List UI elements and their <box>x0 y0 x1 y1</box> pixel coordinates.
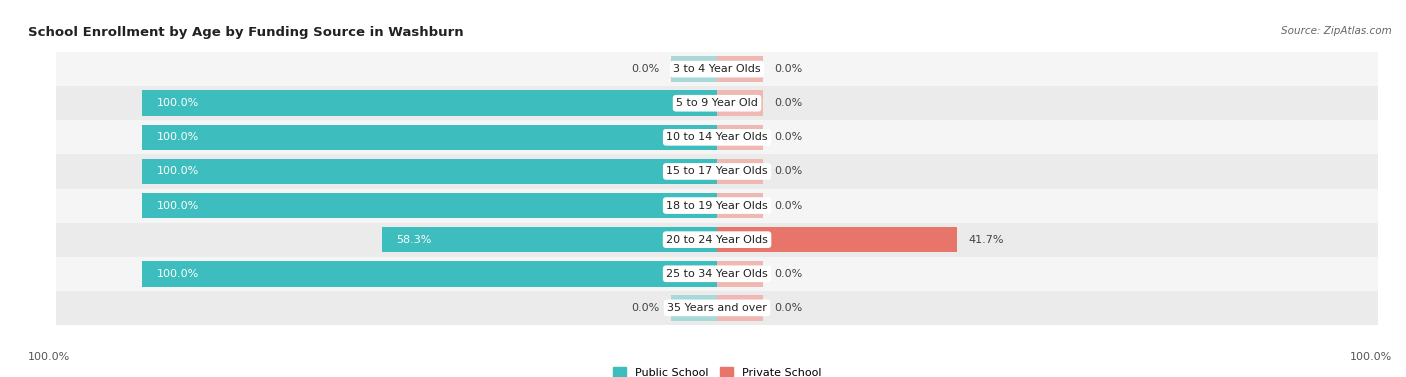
Bar <box>717 90 763 116</box>
Text: 100.0%: 100.0% <box>157 166 200 176</box>
Text: Source: ZipAtlas.com: Source: ZipAtlas.com <box>1281 26 1392 37</box>
Bar <box>671 295 717 321</box>
Bar <box>56 222 1378 257</box>
Text: 5 to 9 Year Old: 5 to 9 Year Old <box>676 98 758 108</box>
Text: 0.0%: 0.0% <box>775 132 803 143</box>
Text: 0.0%: 0.0% <box>631 303 659 313</box>
Bar <box>717 227 956 253</box>
Bar <box>717 159 763 184</box>
Text: 18 to 19 Year Olds: 18 to 19 Year Olds <box>666 201 768 211</box>
Bar <box>142 159 717 184</box>
Text: 20 to 24 Year Olds: 20 to 24 Year Olds <box>666 234 768 245</box>
Text: 35 Years and over: 35 Years and over <box>666 303 768 313</box>
Bar <box>717 261 763 287</box>
Bar <box>142 261 717 287</box>
Text: 100.0%: 100.0% <box>28 352 70 362</box>
Bar <box>717 56 763 82</box>
Bar <box>717 295 763 321</box>
Bar <box>56 291 1378 325</box>
Text: 100.0%: 100.0% <box>157 98 200 108</box>
Text: 15 to 17 Year Olds: 15 to 17 Year Olds <box>666 166 768 176</box>
Text: School Enrollment by Age by Funding Source in Washburn: School Enrollment by Age by Funding Sour… <box>28 26 464 39</box>
Bar <box>382 227 717 253</box>
Text: 0.0%: 0.0% <box>775 64 803 74</box>
Text: 0.0%: 0.0% <box>775 166 803 176</box>
Text: 3 to 4 Year Olds: 3 to 4 Year Olds <box>673 64 761 74</box>
Text: 100.0%: 100.0% <box>157 201 200 211</box>
Bar <box>56 52 1378 86</box>
Bar <box>142 90 717 116</box>
Bar <box>56 188 1378 222</box>
Text: 0.0%: 0.0% <box>775 98 803 108</box>
Text: 0.0%: 0.0% <box>775 303 803 313</box>
Text: 25 to 34 Year Olds: 25 to 34 Year Olds <box>666 269 768 279</box>
Text: 58.3%: 58.3% <box>396 234 432 245</box>
Bar <box>56 120 1378 155</box>
Bar <box>717 193 763 218</box>
Bar <box>671 56 717 82</box>
Bar <box>56 257 1378 291</box>
Legend: Public School, Private School: Public School, Private School <box>613 367 821 377</box>
Text: 0.0%: 0.0% <box>631 64 659 74</box>
Bar <box>717 124 763 150</box>
Text: 100.0%: 100.0% <box>1350 352 1392 362</box>
Bar <box>142 124 717 150</box>
Bar <box>142 193 717 218</box>
Text: 41.7%: 41.7% <box>969 234 1004 245</box>
Text: 0.0%: 0.0% <box>775 269 803 279</box>
Text: 100.0%: 100.0% <box>157 132 200 143</box>
Bar <box>56 86 1378 120</box>
Text: 100.0%: 100.0% <box>157 269 200 279</box>
Text: 10 to 14 Year Olds: 10 to 14 Year Olds <box>666 132 768 143</box>
Text: 0.0%: 0.0% <box>775 201 803 211</box>
Bar <box>56 155 1378 188</box>
